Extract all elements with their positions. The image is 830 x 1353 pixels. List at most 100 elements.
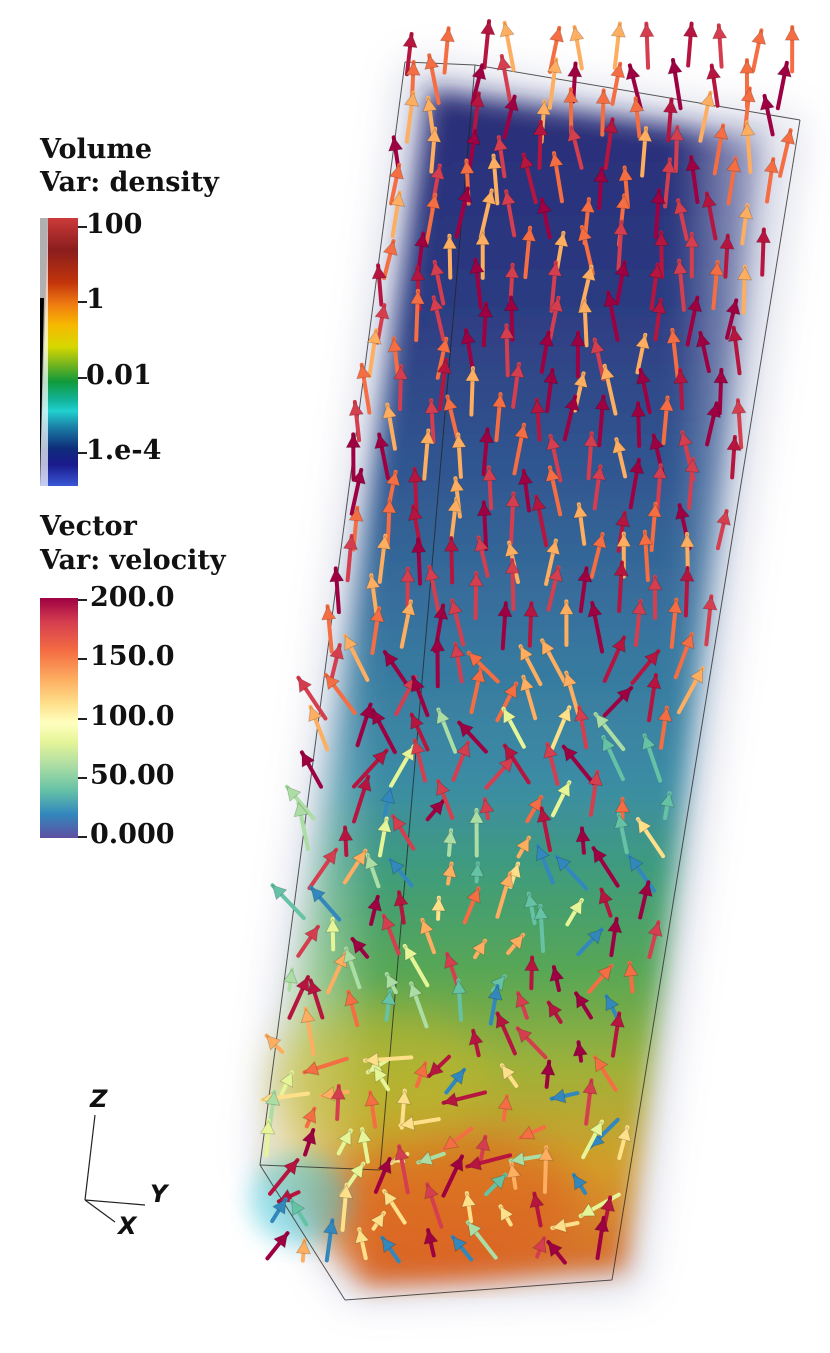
velocity-arrow: [475, 229, 491, 280]
velocity-arrow: [515, 991, 530, 1020]
axis-label-y: Y: [150, 1180, 168, 1208]
velocity-arrow: [627, 854, 657, 893]
velocity-arrow: [413, 1061, 428, 1089]
velocity-arrow: [647, 920, 663, 960]
velocity-arrow: [623, 960, 639, 994]
velocity-arrow: [501, 189, 517, 238]
velocity-arrow: [325, 916, 341, 952]
velocity-arrow: [684, 231, 700, 279]
velocity-arrow: [442, 233, 458, 280]
velocity-arrow: [498, 1204, 514, 1227]
velocity-arrow: [519, 674, 538, 721]
velocity-arrow: [648, 262, 664, 311]
velocity-arrow: [296, 924, 320, 958]
velocity-arrow: [380, 1235, 401, 1264]
velocity-arrow: [530, 397, 546, 442]
velocity-arrow: [630, 401, 647, 448]
velocity-arrow: [287, 975, 310, 1020]
velocity-arrow: [540, 638, 568, 687]
velocity-arrow: [504, 558, 521, 612]
velocity-arrow: [419, 428, 435, 481]
velocity-arrow: [630, 649, 661, 685]
velocity-arrow: [635, 817, 666, 859]
velocity-arrow: [614, 812, 630, 855]
velocity-arrow: [468, 570, 484, 621]
velocity-arrow: [562, 670, 582, 722]
velocity-arrow: [635, 332, 651, 375]
velocity-arrow: [322, 1218, 339, 1263]
velocity-arrow: [465, 1220, 498, 1260]
velocity-arrow: [439, 26, 456, 75]
velocity-arrow: [600, 363, 618, 416]
velocity-arrow: [302, 1106, 317, 1129]
velocity-arrow: [457, 720, 488, 754]
velocity-arrow: [784, 25, 800, 74]
velocity-arrow: [462, 886, 481, 925]
velocity-arrow: [536, 806, 552, 853]
velocity-arrow: [546, 565, 563, 612]
velocity-arrow: [574, 991, 593, 1020]
velocity-arrow: [587, 769, 603, 817]
velocity-arrow: [403, 90, 420, 144]
velocity-arrow: [607, 916, 623, 958]
velocity-arrow: [497, 601, 513, 651]
velocity-arrow: [550, 1217, 580, 1233]
velocity-arrow: [496, 54, 512, 103]
velocity-arrow: [610, 61, 626, 106]
velocity-arrow: [517, 468, 534, 513]
velocity-arrow: [593, 166, 609, 210]
velocity-arrow: [468, 807, 485, 858]
velocity-tick-200: 200.0: [90, 582, 175, 613]
velocity-arrow: [293, 800, 310, 851]
velocity-arrow: [778, 128, 796, 178]
velocity-arrow: [393, 890, 409, 925]
y-axis-line: [84, 1199, 146, 1206]
velocity-arrow: [719, 233, 735, 279]
velocity-arrow: [543, 367, 559, 414]
vector-legend-variable: Var: velocity: [40, 545, 226, 576]
velocity-arrow: [370, 708, 397, 755]
velocity-arrow: [423, 1228, 439, 1258]
velocity-arrow: [726, 435, 742, 480]
velocity-arrow: [351, 748, 389, 789]
velocity-arrow: [499, 323, 515, 378]
velocity-arrow: [574, 705, 590, 750]
velocity-arrow: [364, 1090, 380, 1129]
velocity-arrow: [715, 509, 732, 551]
velocity-arrow: [448, 598, 466, 647]
velocity-arrow: [538, 1145, 554, 1194]
velocity-arrow: [264, 1033, 285, 1054]
velocity-arrow: [343, 946, 362, 990]
velocity-arrow: [506, 1161, 522, 1190]
velocity-arrow: [738, 203, 754, 246]
velocity-colorbar: [40, 598, 78, 838]
velocity-arrow: [558, 599, 575, 647]
velocity-arrow: [550, 780, 572, 818]
velocity-arrow: [366, 328, 382, 379]
velocity-arrow: [499, 20, 516, 72]
velocity-arrow: [382, 650, 410, 688]
velocity-arrow: [295, 1238, 312, 1263]
velocity-arrow: [508, 1151, 549, 1167]
velocity-arrow: [613, 560, 629, 614]
velocity-arrow: [352, 774, 372, 824]
velocity-arrow: [554, 854, 589, 891]
velocity-arrow: [751, 28, 767, 73]
velocity-tick-0: 0.000: [90, 819, 175, 850]
density-opacity-ramp: [40, 218, 48, 486]
velocity-arrow: [602, 635, 627, 683]
velocity-arrow: [387, 336, 403, 380]
velocity-arrow: [667, 597, 683, 649]
velocity-arrow: [466, 650, 500, 684]
velocity-arrow: [307, 978, 325, 1020]
density-tick-mark-2: [78, 377, 87, 379]
density-tick-1e-4: 1.e-4: [86, 435, 162, 466]
velocity-arrow: [548, 151, 564, 204]
volume-legend-variable: Var: density: [40, 167, 219, 198]
velocity-arrow: [478, 427, 495, 476]
velocity-arrow: [763, 157, 779, 204]
velocity-arrow: [503, 295, 520, 342]
velocity-arrow: [337, 1182, 354, 1232]
velocity-arrow: [451, 740, 471, 782]
